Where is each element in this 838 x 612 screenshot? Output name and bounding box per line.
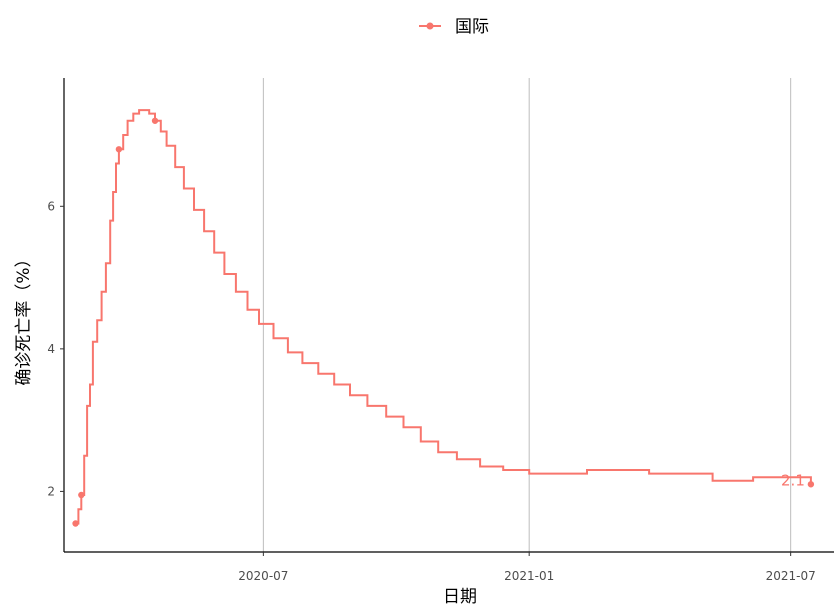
x-tick-label-2021-07: 2021-07 — [766, 569, 816, 583]
end-value-label: 2.1 — [781, 471, 805, 489]
data-point-2021-07-15 — [807, 481, 815, 488]
data-point-2020-03-23 — [115, 146, 123, 153]
x-tick-label-2020-07: 2020-07 — [238, 569, 288, 583]
x-axis-title: 日期 — [443, 587, 477, 607]
y-axis-ticks: 2 4 6 — [47, 199, 64, 498]
series-line-guoji — [75, 109, 812, 525]
legend-label-series: 国际 — [455, 17, 489, 37]
y-tick-label-6: 6 — [47, 199, 55, 213]
data-point-2020-04-17 — [151, 117, 159, 124]
y-tick-label-2: 2 — [47, 484, 55, 498]
data-point-2020-02-26 — [78, 491, 85, 499]
x-axis-ticks: 2020-07 2021-01 2021-07 — [238, 552, 816, 583]
series-points — [72, 117, 815, 527]
legend-swatch-point — [426, 22, 434, 30]
gridlines — [262, 78, 792, 552]
data-point-2020-02-22 — [72, 520, 79, 527]
x-tick-label-2021-01: 2021-01 — [504, 569, 554, 583]
y-axis-title: 确诊死亡率（%） — [14, 250, 34, 385]
y-tick-label-4: 4 — [47, 342, 55, 356]
legend: 国际 — [419, 17, 489, 37]
